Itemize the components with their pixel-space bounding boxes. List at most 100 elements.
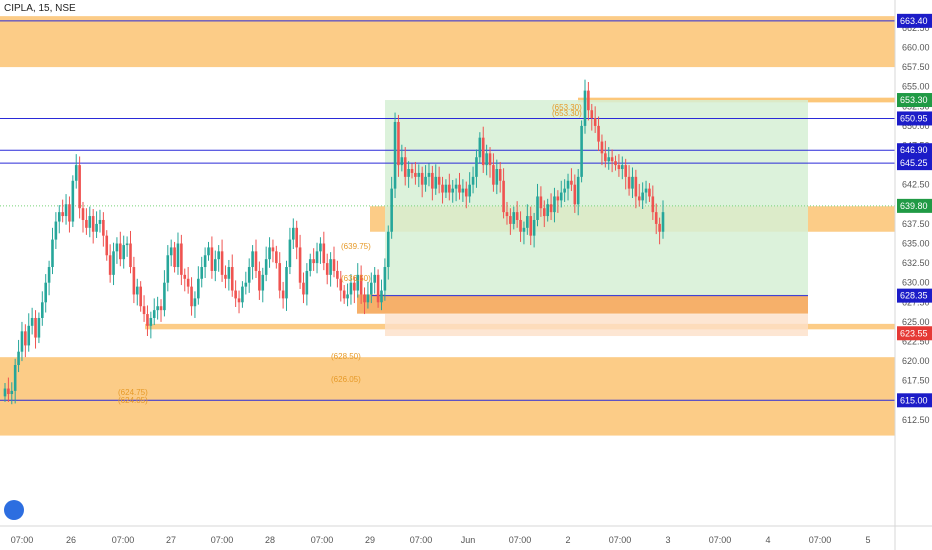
candle-body: [610, 157, 614, 162]
candlestick-series: [3, 79, 665, 405]
candle-body: [20, 331, 24, 352]
time-tick: 27: [166, 535, 176, 545]
candle-body: [64, 204, 68, 217]
candle-body: [298, 247, 302, 283]
horizontal-lines[interactable]: [0, 20, 895, 401]
level-label-bg: [897, 111, 932, 126]
candle-body: [186, 278, 190, 287]
time-axis[interactable]: 07:00 26 07:00 27 07:00 28 07:00 29 07:00 Jun 07:0…: [11, 535, 871, 545]
candle-body: [604, 153, 607, 162]
candle-body: [468, 184, 471, 197]
candle-body: [519, 219, 522, 232]
price-tick: 650.00: [902, 121, 930, 131]
candle-body: [190, 286, 193, 307]
candle-body: [308, 259, 312, 271]
candle-body: [658, 223, 661, 232]
candle-body: [441, 184, 444, 193]
candle-body: [13, 365, 17, 391]
candle-body: [315, 251, 319, 264]
candle-body: [302, 282, 305, 295]
candle-body: [183, 274, 187, 279]
candle-body: [607, 157, 611, 162]
annotation-label: (653.30): [552, 103, 582, 112]
candle-body: [434, 176, 438, 189]
candle-body: [353, 282, 356, 291]
annotation-label: (626.05): [331, 375, 361, 384]
candle-body: [27, 325, 31, 346]
candle-body: [475, 157, 478, 177]
price-tick: 630.00: [902, 278, 930, 288]
candle-body: [614, 161, 617, 166]
candle-body: [98, 219, 102, 224]
tradingview-logo-icon[interactable]: [4, 500, 24, 520]
time-tick: 07:00: [112, 535, 135, 545]
candle-body: [288, 239, 292, 268]
candle-body: [68, 204, 71, 222]
level-label: 663.40: [900, 16, 928, 26]
zone-3: [357, 294, 808, 314]
candle-body: [648, 188, 651, 197]
candle-body: [325, 263, 329, 275]
candle-body: [264, 259, 268, 275]
candle-body: [51, 239, 54, 268]
level-label: 639.80: [900, 201, 928, 211]
candle-body: [478, 137, 482, 158]
candle-body: [163, 282, 166, 311]
candle-body: [397, 121, 400, 166]
candle-body: [329, 259, 332, 275]
candle-body: [641, 192, 644, 201]
level-label: 623.55: [900, 328, 928, 338]
candle-body: [220, 251, 224, 275]
candle-body: [363, 294, 366, 303]
candle-body: [24, 331, 27, 346]
time-tick: 07:00: [410, 535, 433, 545]
candle-body: [502, 180, 505, 213]
candle-body: [74, 165, 78, 181]
candle-body: [600, 141, 604, 154]
candle-body: [536, 196, 539, 220]
candle-body: [71, 180, 75, 222]
candle-body: [549, 204, 553, 213]
candle-body: [142, 306, 146, 315]
candle-body: [359, 274, 363, 295]
candle-body: [176, 243, 180, 268]
time-tick: Jun: [461, 535, 476, 545]
candle-body: [197, 278, 200, 299]
candle-body: [332, 259, 336, 271]
long-position-tool[interactable]: [385, 100, 808, 296]
candle-body: [278, 263, 282, 291]
candle-body: [464, 188, 468, 197]
candle-body: [370, 282, 373, 295]
candle-body: [427, 172, 431, 177]
candle-body: [410, 169, 414, 173]
candle-body: [132, 267, 136, 295]
candle-body: [3, 388, 7, 397]
candle-body: [281, 290, 285, 299]
candle-body: [47, 267, 51, 283]
candle-body: [563, 188, 566, 193]
candle-body: [515, 212, 519, 220]
candle-body: [634, 176, 638, 197]
candle-body: [285, 267, 288, 299]
candle-body: [254, 251, 258, 271]
level-label: 628.35: [900, 291, 928, 301]
level-label-bg: [897, 13, 932, 28]
level-label-bg: [897, 93, 932, 108]
candle-body: [407, 169, 410, 177]
candle-body: [146, 314, 149, 326]
candle-body: [129, 243, 132, 268]
candle-body: [529, 216, 533, 236]
time-tick: 07:00: [509, 535, 532, 545]
candle-body: [597, 125, 600, 142]
candle-body: [454, 184, 458, 189]
price-tick: 632.50: [902, 258, 930, 268]
candle-body: [461, 188, 465, 193]
candle-body: [342, 290, 346, 299]
candle-body: [34, 317, 37, 338]
candle-body: [654, 212, 658, 224]
candle-body: [88, 216, 92, 228]
candle-body: [135, 286, 139, 295]
candle-body: [583, 90, 587, 126]
price-axis[interactable]: 662.50660.00657.50655.00652.50650.00647.…: [902, 23, 930, 425]
